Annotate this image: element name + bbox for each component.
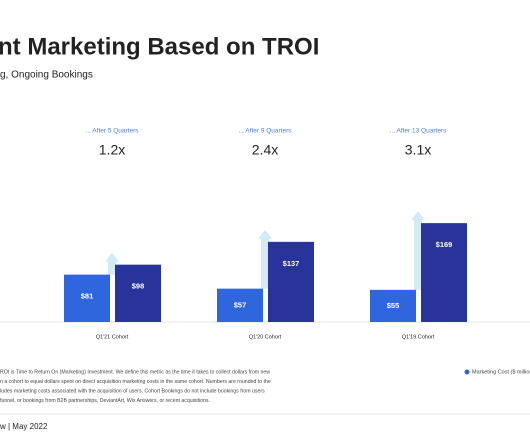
footer: w | May 2022 — [0, 422, 48, 431]
title: nt Marketing Based on TROI — [0, 33, 319, 60]
bar — [370, 289, 416, 322]
subtitle: g, Ongoing Bookings — [0, 70, 93, 81]
value-label: $169 — [436, 240, 453, 249]
bar — [115, 264, 161, 322]
footnote-line: n a cohort to equal dollars spent on dir… — [0, 379, 271, 385]
value-label: $81 — [81, 292, 94, 301]
arrow-head — [105, 252, 119, 262]
bar — [268, 241, 314, 322]
annotation: ... After 9 Quarters — [238, 128, 292, 135]
arrow-shaft — [261, 237, 269, 289]
multiple: 3.1x — [405, 142, 431, 158]
arrow-head — [258, 229, 272, 239]
value-label: $98 — [132, 282, 145, 291]
multiple: 1.2x — [99, 142, 125, 158]
value-label: $55 — [387, 301, 400, 310]
footnote-line: ROI is Time to Return On (Marketing) Inv… — [0, 369, 270, 375]
footnote-line: funnel, or bookings from B2B partnership… — [0, 398, 210, 404]
bar — [217, 288, 263, 322]
category-label: Q1'19 Cohort — [402, 334, 435, 340]
footnote-line: ludes marketing costs associated with th… — [0, 388, 265, 394]
category-label: Q1'21 Cohort — [96, 334, 129, 340]
multiple: 2.4x — [252, 142, 278, 158]
category-label: Q1'20 Cohort — [249, 334, 282, 340]
value-label: $57 — [234, 300, 247, 309]
bar — [64, 274, 110, 322]
annotation: ... After 13 Quarters — [390, 128, 447, 135]
annotation: ... After 5 Quarters — [85, 128, 139, 135]
arrow-shaft — [414, 219, 422, 290]
legend-swatch — [464, 369, 470, 375]
legend-label: Marketing Cost ($ million — [472, 369, 530, 375]
arrow-head — [411, 211, 425, 221]
value-label: $137 — [283, 259, 300, 268]
arrow-shaft — [108, 260, 116, 275]
bar — [421, 223, 467, 322]
